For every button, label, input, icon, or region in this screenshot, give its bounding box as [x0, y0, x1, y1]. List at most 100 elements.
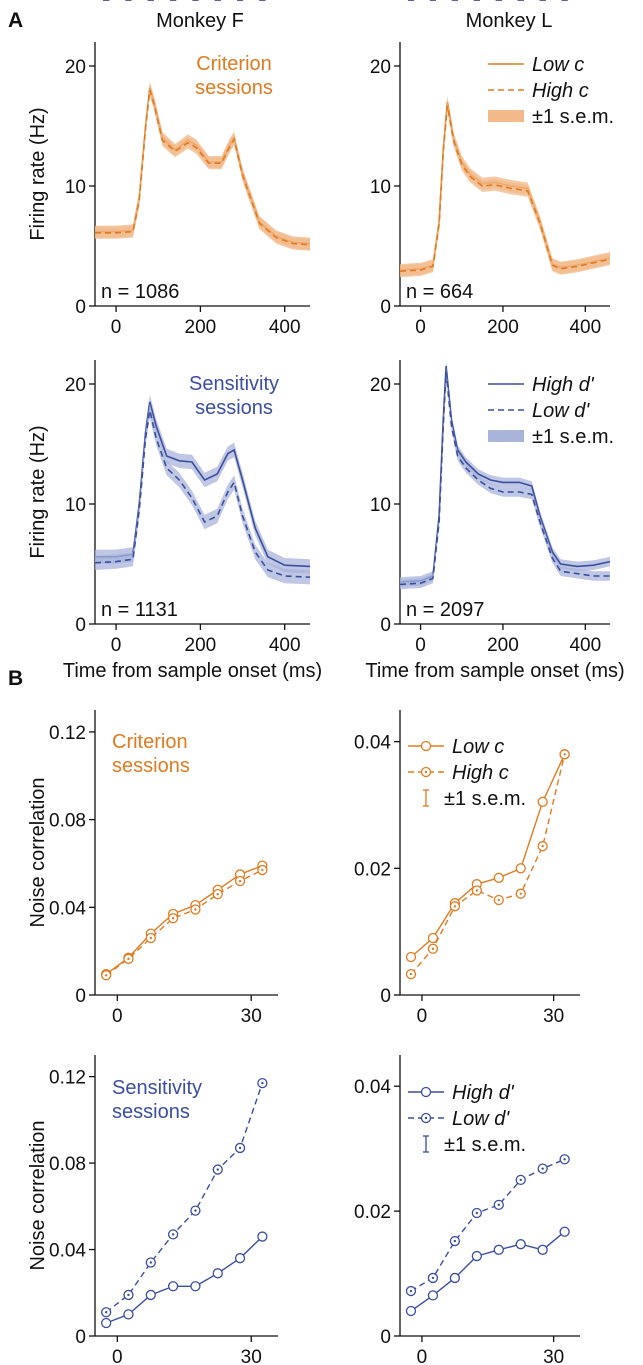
legend-label: Low d'	[532, 400, 590, 422]
data-point-dot	[127, 1293, 130, 1297]
sem-band	[400, 99, 610, 278]
y-tick-label: 0.02	[354, 1202, 391, 1223]
data-point-dot	[541, 844, 544, 848]
legend: Low c High c ±1 s.e.m.	[488, 54, 614, 128]
x-tick-label: 30	[241, 1347, 262, 1365]
chart-B_L_sensitivity: 00.020.04030Evoked response (spike/s)Hig…	[354, 0, 580, 1365]
legend-label: High d'	[532, 374, 595, 396]
y-tick-label: 10	[370, 177, 391, 198]
data-point-dot	[497, 1203, 500, 1207]
y-tick-label: 0	[75, 986, 86, 1007]
sample-size-label: n = 1131	[101, 599, 178, 621]
y-tick-label: 10	[370, 495, 391, 516]
data-point-dot	[431, 947, 435, 950]
data-point	[449, 1272, 461, 1284]
y-tick-label: 10	[65, 177, 86, 198]
data-point-dot	[519, 892, 522, 895]
data-point-dot	[194, 908, 197, 911]
y-tick-label: 20	[65, 375, 86, 396]
legend-label: High c	[452, 762, 509, 784]
data-point-dot	[104, 1311, 108, 1314]
legend-label: ±1 s.e.m.	[532, 106, 614, 128]
sem-band	[95, 394, 310, 574]
sample-size-label: n = 2097	[406, 599, 484, 621]
legend-label: ±1 s.e.m.	[532, 426, 614, 448]
legend-band-swatch	[488, 430, 524, 442]
data-point	[493, 872, 504, 883]
data-point-dot	[104, 974, 108, 977]
x-tick-label: 400	[569, 635, 601, 656]
y-axis-label: Firing rate (Hz)	[27, 107, 49, 240]
y-tick-label: 0	[75, 615, 86, 636]
legend-label: Low c	[452, 736, 504, 758]
y-tick-label: 20	[65, 57, 86, 78]
data-point	[427, 1290, 439, 1301]
sem-band	[95, 403, 310, 585]
x-tick-label: 0	[417, 1347, 428, 1365]
x-tick-label: 0	[111, 317, 122, 338]
legend-label: Low d'	[452, 1108, 510, 1130]
legend-label: Low c	[532, 54, 584, 76]
legend-label: ±1 s.e.m.	[444, 1134, 526, 1156]
x-tick-label: 0	[112, 1006, 123, 1027]
x-tick-label: 400	[269, 317, 301, 338]
legend-band-swatch	[488, 110, 524, 122]
x-tick-label: 0	[415, 317, 426, 338]
x-tick-label: 200	[185, 317, 217, 338]
y-tick-label: 0	[380, 615, 391, 636]
column-title-monkey-l: Monkey L	[466, 10, 553, 32]
y-tick-label: 20	[370, 375, 391, 396]
series-line-1	[399, 371, 610, 586]
legend: High d' Low d' ±1 s.e.m.	[488, 374, 614, 448]
y-tick-label: 0.02	[354, 859, 391, 880]
chart-B_L_criterion: 0 0.02 0.04 0 30 Low c High c ±1 s.e.m.	[354, 0, 580, 1027]
x-tick-label: 400	[569, 317, 601, 338]
data-point	[167, 1281, 179, 1292]
y-tick-label: 20	[370, 57, 391, 78]
series-line-0	[95, 87, 311, 245]
sem-band	[95, 84, 310, 251]
x-tick-label: 0	[112, 1347, 123, 1365]
data-point-dot	[216, 1168, 219, 1171]
data-point-dot	[563, 753, 566, 756]
data-point-dot	[519, 1178, 522, 1182]
x-tick-label: 200	[487, 317, 519, 338]
data-point-dot	[171, 1233, 175, 1236]
x-tick-label: 400	[269, 635, 301, 656]
legend-marker-dot	[424, 1116, 428, 1120]
x-tick-label: 30	[543, 1347, 564, 1365]
y-tick-label: 0.04	[49, 898, 86, 919]
data-point	[515, 1239, 526, 1250]
data-point	[405, 951, 417, 963]
data-point-dot	[149, 936, 152, 940]
panel-b-label: B	[8, 667, 23, 690]
y-tick-label: 0	[380, 1327, 391, 1348]
y-tick-label: 0.08	[49, 1154, 86, 1175]
data-point	[145, 1289, 156, 1301]
data-point-dot	[171, 917, 175, 920]
data-point	[257, 1231, 268, 1242]
data-point-dot	[475, 889, 479, 892]
data-point	[559, 1226, 570, 1237]
data-point-dot	[475, 1211, 479, 1215]
data-point	[190, 1281, 201, 1292]
chart-title: Sensitivity sessions	[189, 373, 279, 419]
data-point	[234, 1253, 246, 1264]
data-point-dot	[431, 1276, 435, 1280]
data-point	[471, 1250, 482, 1262]
y-axis-label: Firing rate (Hz)	[27, 425, 49, 558]
y-tick-label: 0.12	[49, 1068, 86, 1089]
data-point-dot	[261, 1081, 264, 1085]
data-point-dot	[194, 1209, 197, 1212]
y-tick-label: 0.04	[49, 1241, 86, 1262]
y-tick-label: 0	[380, 986, 391, 1007]
x-tick-label: 0	[415, 635, 426, 656]
sem-band	[95, 81, 310, 250]
x-tick-label: 30	[241, 1006, 262, 1027]
y-tick-label: 0	[380, 297, 391, 318]
